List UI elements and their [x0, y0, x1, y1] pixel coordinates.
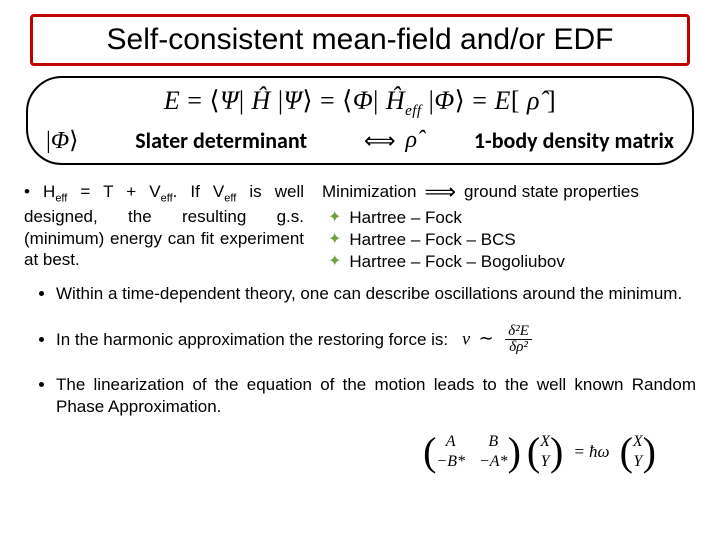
- list-item: ✦ Hartree – Fock – Bogoliubov: [328, 251, 696, 273]
- v2: Y: [541, 453, 550, 471]
- list-item-label: Hartree – Fock – Bogoliubov: [349, 251, 564, 273]
- m12: B: [488, 433, 498, 451]
- heff-sub3: eff: [224, 193, 236, 205]
- heff-mid2: . If V: [173, 182, 225, 201]
- star-icon: ✦: [328, 232, 341, 248]
- gs-label: ground state properties: [464, 182, 639, 202]
- m21: −B*: [436, 453, 465, 471]
- w2: Y: [633, 453, 642, 471]
- density-label: 1-body density matrix: [474, 127, 674, 154]
- matrix-AB: ( A B −B* −A* ): [423, 432, 521, 472]
- restoring-eq: v ∼ δ²E δρ²: [462, 324, 535, 357]
- eq-lhs: v: [462, 328, 470, 348]
- minimization-line: Minimization ⟹ ground state properties: [322, 181, 696, 203]
- phi-ket: |Φ⟩: [46, 126, 78, 155]
- m22: −A*: [479, 453, 508, 471]
- list-item-label: Hartree – Fock – BCS: [349, 229, 515, 251]
- slide-title: Self-consistent mean-field and/or EDF: [45, 23, 675, 57]
- point-2-text: In the harmonic approximation the restor…: [56, 329, 448, 351]
- frac-den: δρ²: [505, 340, 532, 356]
- slide-root: Self-consistent mean-field and/or EDF E …: [0, 0, 720, 540]
- rho-symbol: ρ̂: [406, 127, 418, 154]
- double-arrow-icon: ⟺: [364, 128, 396, 154]
- list-item: ✦ Hartree – Fock – BCS: [328, 229, 696, 251]
- capsule-row: |Φ⟩ Slater determinant ⟺ ρ̂ 1-body densi…: [46, 126, 674, 155]
- list-item-label: Hartree – Fock: [349, 207, 461, 229]
- right-list-block: Minimization ⟹ ground state properties ✦…: [322, 181, 696, 273]
- heff-sub1: eff: [55, 193, 67, 205]
- frac-num: δ²E: [505, 324, 532, 341]
- restoring-line: In the harmonic approximation the restor…: [56, 324, 696, 357]
- methods-list: ✦ Hartree – Fock ✦ Hartree – Fock – BCS ✦ H…: [328, 207, 696, 273]
- heff-prefix: • H: [24, 182, 55, 201]
- slater-label: Slater determinant: [135, 127, 307, 154]
- main-points-list: Within a time-dependent theory, one can …: [24, 283, 696, 418]
- main-equation: E = ⟨Ψ| Ĥ |Ψ⟩ = ⟨Φ| Ĥeff |Φ⟩ = E[ ρ̂ ]: [46, 86, 674, 120]
- two-column-block: • Heff = T + Veff. If Veff is well desig…: [24, 181, 696, 273]
- main-capsule: E = ⟨Ψ| Ĥ |Ψ⟩ = ⟨Φ| Ĥeff |Φ⟩ = E[ ρ̂ ] |…: [26, 76, 694, 165]
- vector-XY-left: ( X Y ): [527, 432, 563, 472]
- tilde-icon: ∼: [475, 328, 498, 348]
- point-1: Within a time-dependent theory, one can …: [56, 283, 696, 305]
- implies-arrow-icon: ⟹: [424, 181, 456, 203]
- eq-hbar-omega: = ħω: [569, 442, 613, 462]
- w1: X: [633, 433, 643, 451]
- rpa-matrix-equation: ( A B −B* −A* ) ( X Y ) = ħω ( X Y ): [24, 432, 696, 472]
- arrow-rho-group: ⟺ ρ̂: [364, 127, 417, 154]
- heff-mid1: = T + V: [67, 182, 160, 201]
- star-icon: ✦: [328, 254, 341, 270]
- heff-sub2: eff: [161, 193, 173, 205]
- fraction: δ²E δρ²: [505, 324, 532, 357]
- list-item: ✦ Hartree – Fock: [328, 207, 696, 229]
- title-box: Self-consistent mean-field and/or EDF: [30, 14, 690, 66]
- v1: X: [540, 433, 550, 451]
- m11: A: [446, 433, 456, 451]
- point-3: The linearization of the equation of the…: [56, 374, 696, 418]
- point-2: In the harmonic approximation the restor…: [56, 324, 696, 357]
- star-icon: ✦: [328, 210, 341, 226]
- minimization-label: Minimization: [322, 182, 416, 202]
- left-text-block: • Heff = T + Veff. If Veff is well desig…: [24, 181, 304, 273]
- vector-XY-right: ( X Y ): [620, 432, 656, 472]
